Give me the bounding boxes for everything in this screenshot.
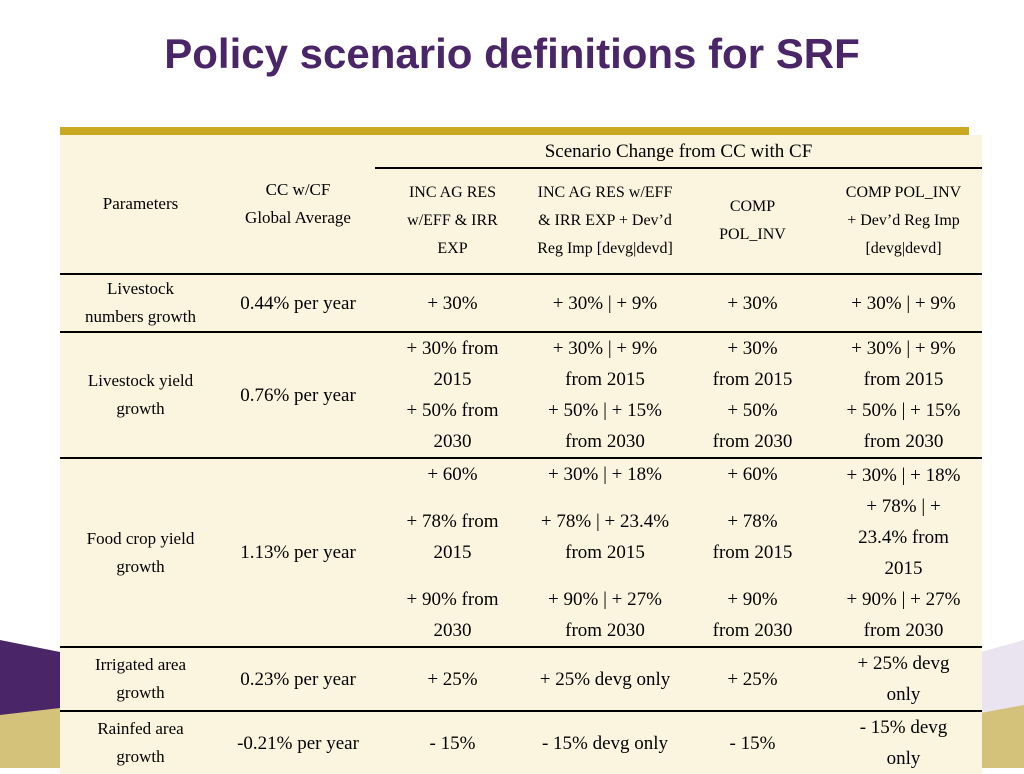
table-row: Livestock yield growth 0.76% per year + 3… bbox=[60, 331, 982, 458]
page-title: Policy scenario definitions for SRF bbox=[164, 30, 860, 77]
header-scenario-4: COMP POL_INV + Dev’d Reg Imp [devg|devd] bbox=[825, 168, 982, 274]
row-param-livestock-numbers: Livestock numbers growth bbox=[60, 273, 221, 332]
row-param-rainfed-area: Rainfed area growth bbox=[60, 710, 221, 774]
cell-s4: + 25% devg only bbox=[825, 646, 982, 711]
cell-s1: + 25% bbox=[375, 646, 530, 711]
cell-s2: + 30% | + 18% + 78% | + 23.4% from 2015 +… bbox=[530, 457, 680, 647]
cell-s1: + 60% + 78% from 2015 + 90% from 2030 bbox=[375, 457, 530, 647]
cell-s4: + 30% | + 18% + 78% | +23.4% from 2015 + … bbox=[825, 457, 982, 647]
table-row: Irrigated area growth 0.23% per year + 25… bbox=[60, 646, 982, 711]
cell-s2: + 30% | + 9% bbox=[530, 273, 680, 332]
row-param-livestock-yield: Livestock yield growth bbox=[60, 331, 221, 458]
cell-s2: + 30% | + 9% from 2015 + 50% | + 15% from … bbox=[530, 331, 680, 458]
header-parameters: Parameters bbox=[60, 135, 221, 274]
scenario-table: Parameters CC w/CF Global Average Scenari… bbox=[60, 135, 982, 774]
header-scenario-2: INC AG RES w/EFF & IRR EXP + Dev’d Reg Imp… bbox=[530, 168, 680, 274]
cell-s1: - 15% bbox=[375, 710, 530, 774]
header-scenario-group: Scenario Change from CC with CF bbox=[375, 135, 982, 169]
cell-avg: 1.13% per year bbox=[221, 457, 375, 647]
cell-s3: + 30% bbox=[680, 273, 825, 332]
cell-avg: 0.23% per year bbox=[221, 646, 375, 711]
cell-s3: - 15% bbox=[680, 710, 825, 774]
cell-s2: + 25% devg only bbox=[530, 646, 680, 711]
header-scenario-3: COMP POL_INV bbox=[680, 168, 825, 274]
cell-s4: + 30% | + 9% from 2015 + 50% | + 15% from … bbox=[825, 331, 982, 458]
cell-avg: -0.21% per year bbox=[221, 710, 375, 774]
table-row: Rainfed area growth -0.21% per year - 15%… bbox=[60, 710, 982, 774]
cell-s1: + 30% bbox=[375, 273, 530, 332]
cell-s3: + 25% bbox=[680, 646, 825, 711]
cell-s3: + 30% from 2015 + 50% from 2030 bbox=[680, 331, 825, 458]
row-param-irrigated-area: Irrigated area growth bbox=[60, 646, 221, 711]
cell-avg: 0.44% per year bbox=[221, 273, 375, 332]
table-row: Livestock numbers growth 0.44% per year +… bbox=[60, 273, 982, 332]
title-underline-bar bbox=[60, 127, 969, 135]
cell-avg: 0.76% per year bbox=[221, 331, 375, 458]
table-row: Food crop yield growth 1.13% per year + 6… bbox=[60, 457, 982, 647]
row-param-food-crop-yield: Food crop yield growth bbox=[60, 457, 221, 647]
cell-s3: + 60% + 78% from 2015 + 90% from 2030 bbox=[680, 457, 825, 647]
cell-s4: + 30% | + 9% bbox=[825, 273, 982, 332]
cell-s4: - 15% devg only bbox=[825, 710, 982, 774]
cell-s2: - 15% devg only bbox=[530, 710, 680, 774]
header-cc-wcf: CC w/CF Global Average bbox=[221, 135, 375, 274]
cell-s1: + 30% from 2015 + 50% from 2030 bbox=[375, 331, 530, 458]
header-scenario-1: INC AG RES w/EFF & IRR EXP bbox=[375, 168, 530, 274]
